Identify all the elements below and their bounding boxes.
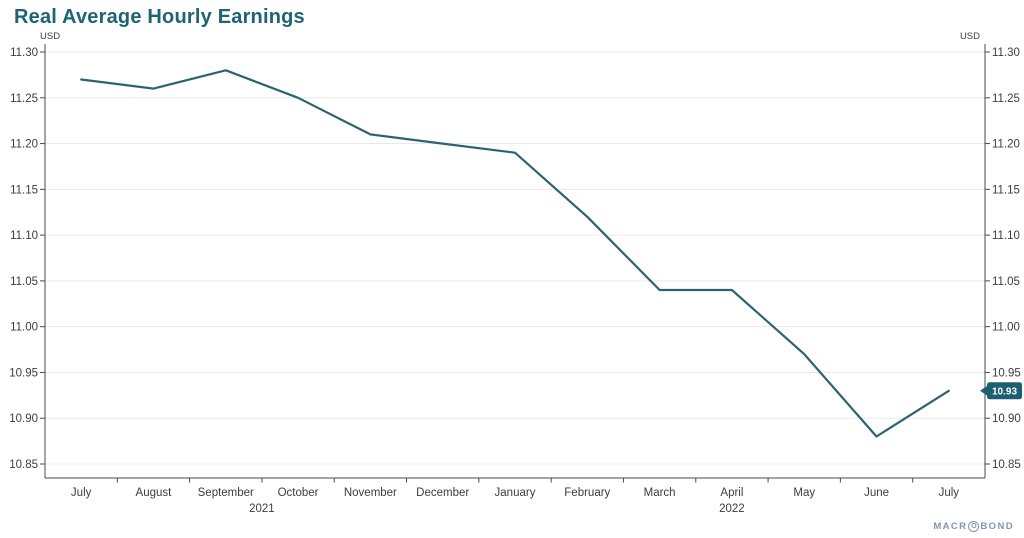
x-axis-month-label: May (793, 487, 815, 499)
y-axis-label-right: 10.85 (992, 459, 1021, 471)
unit-label-right: USD (960, 31, 980, 42)
x-axis-year-label: 2021 (249, 503, 275, 515)
y-axis-label-left: 11.00 (10, 322, 38, 334)
y-axis-label-right: 10.95 (992, 367, 1021, 379)
x-axis-year-label: 2022 (719, 503, 745, 515)
x-axis-month-label: March (644, 487, 676, 499)
last-value-badge (987, 382, 1022, 400)
x-axis-month-label: January (495, 487, 536, 499)
last-value-badge-arrow (980, 385, 988, 396)
y-axis-label-right: 11.05 (992, 276, 1020, 288)
x-axis-month-label: October (278, 487, 319, 499)
y-axis-label-left: 11.15 (10, 184, 38, 196)
x-axis-month-label: July (939, 487, 960, 499)
y-axis-label-left: 10.95 (9, 367, 38, 379)
y-axis-label-left: 11.20 (10, 139, 38, 151)
logo-globe-icon: O (968, 521, 980, 532)
unit-label-left: USD (40, 31, 60, 42)
y-axis-label-right: 11.30 (992, 47, 1020, 59)
y-axis-label-left: 11.30 (10, 47, 38, 59)
logo-text-right: BOND (980, 521, 1014, 532)
y-axis-label-right: 11.20 (992, 139, 1020, 151)
x-axis-month-label: April (720, 487, 743, 499)
y-axis-label-left: 10.85 (9, 459, 38, 471)
y-axis-label-left: 11.25 (10, 93, 38, 105)
y-axis-label-right: 11.00 (992, 322, 1020, 334)
last-value-label: 10.93 (992, 387, 1017, 398)
x-axis-month-label: November (344, 487, 397, 499)
y-axis-label-right: 11.15 (992, 184, 1020, 196)
macrobond-logo: MACR O BOND (933, 521, 1014, 532)
logo-text-left: MACR (933, 521, 968, 532)
x-axis-month-label: June (864, 487, 889, 499)
y-axis-label-left: 11.05 (10, 276, 38, 288)
y-axis-label-right: 11.10 (992, 230, 1020, 242)
x-axis-month-label: July (71, 487, 92, 499)
y-axis-label-left: 11.10 (10, 230, 38, 242)
x-axis-month-label: September (198, 487, 254, 499)
y-axis-label-right: 11.25 (992, 93, 1020, 105)
y-axis-label-right: 10.90 (992, 413, 1021, 425)
earnings-series-line (80, 69, 950, 438)
y-axis-label-left: 10.90 (9, 413, 38, 425)
page-title: Real Average Hourly Earnings (14, 6, 305, 28)
x-axis-month-label: August (136, 487, 173, 499)
x-axis-month-label: December (416, 487, 469, 499)
x-axis-month-label: February (564, 487, 610, 499)
